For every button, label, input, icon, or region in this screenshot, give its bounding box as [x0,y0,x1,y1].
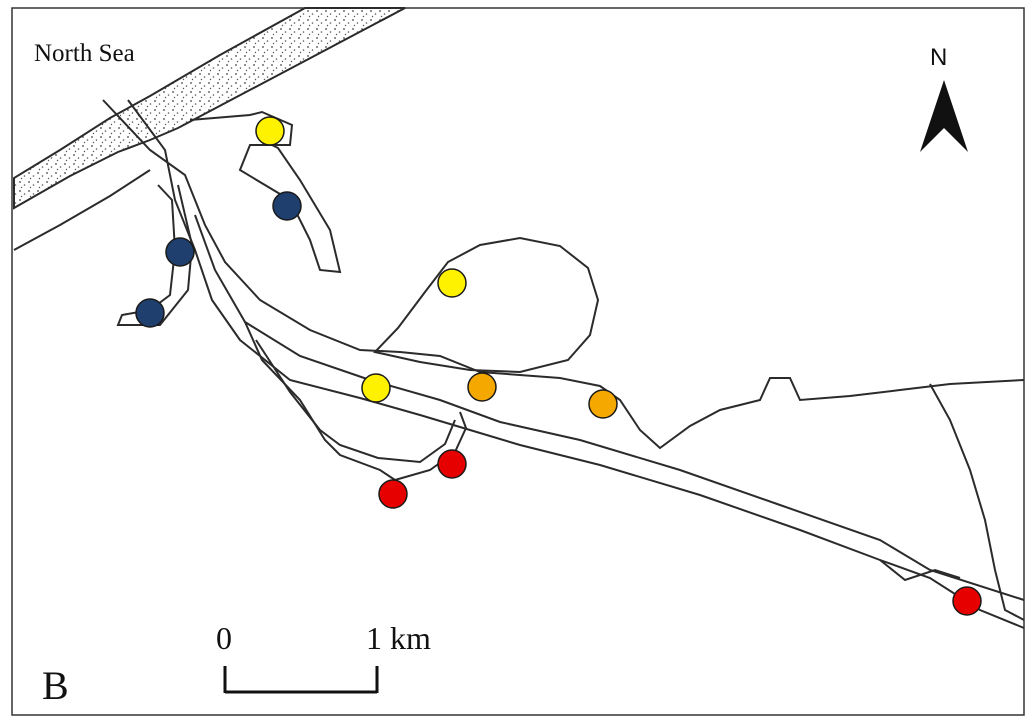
east-outlet [879,559,961,582]
site-marker-yellow [361,373,391,403]
site-marker-red [952,586,982,616]
estuary-south-bank [127,99,1025,629]
scale-end-label: 1 km [366,620,431,656]
site-marker-navy [272,191,302,221]
scale-start-label: 0 [216,620,232,656]
east-tributary [929,383,1025,621]
panel-letter: B [42,663,69,708]
site-markers [135,116,982,616]
site-marker-orange [588,389,618,419]
coastline [13,169,151,251]
north-letter: N [930,44,948,71]
sea-label: North Sea [34,40,135,67]
dune-strip [13,7,406,210]
south-island [244,321,468,482]
scale-bar [223,666,379,694]
north-arrow-icon [920,80,968,152]
site-marker-navy [165,237,195,267]
site-marker-orange [467,372,497,402]
west-backwater [116,184,194,326]
site-marker-navy [135,298,165,328]
lagoon [373,236,600,374]
site-marker-yellow [255,116,285,146]
site-marker-red [437,449,467,479]
site-marker-yellow [437,268,467,298]
map-border [11,7,1025,716]
site-marker-red [378,479,408,509]
south-island-inner [255,339,456,464]
estuary-north-bank [102,99,1025,450]
